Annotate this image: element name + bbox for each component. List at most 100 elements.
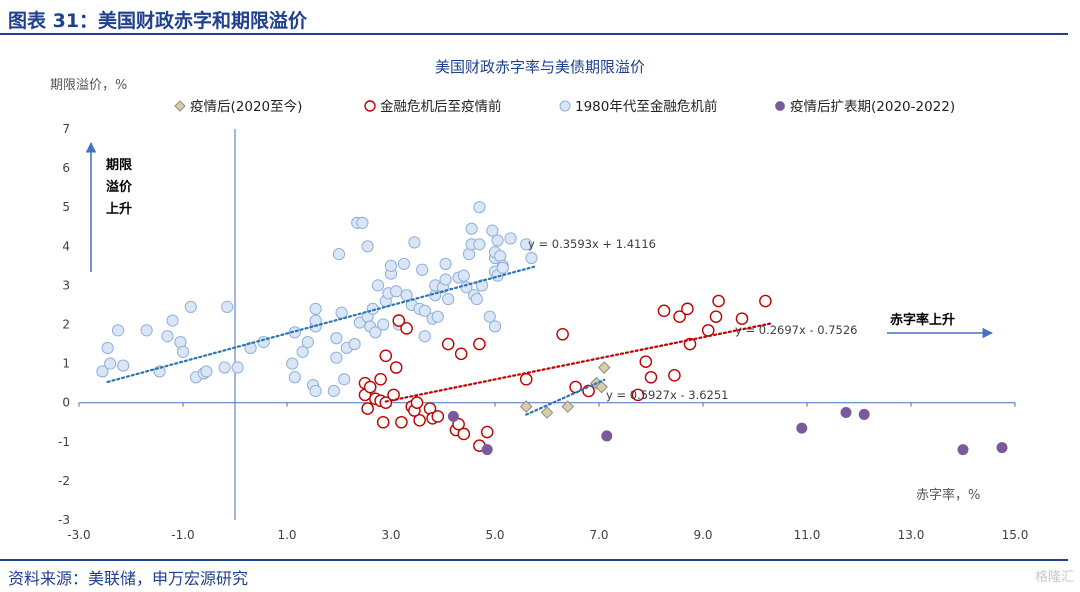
data-point [413, 413, 426, 427]
data-point [140, 324, 153, 337]
data-point [379, 349, 393, 363]
data-point [161, 330, 174, 343]
y-tick-label: 0 [62, 396, 70, 410]
legend-label: 金融危机后至疫情前 [380, 98, 502, 115]
data-point [379, 396, 393, 410]
trendline-equation: y = 0.5927x - 3.6251 [606, 388, 729, 402]
data-point [361, 402, 374, 415]
data-point [400, 322, 413, 335]
annotation-up: 期限 溢价 上升 [85, 141, 133, 272]
data-point [470, 292, 483, 306]
data-point [431, 310, 444, 323]
legend-label: 疫情后(2020至今) [190, 99, 302, 115]
watermark: 格隆汇 [1034, 570, 1074, 585]
data-point [601, 430, 613, 442]
y-tick-label: 5 [62, 200, 70, 214]
data-point [218, 361, 231, 374]
data-point [644, 370, 658, 384]
data-point [840, 406, 852, 418]
data-point [957, 444, 969, 456]
data-point [483, 310, 496, 323]
footer-rule [0, 559, 1068, 561]
data-point [309, 384, 322, 398]
header-title: 图表 31：美国财政赤字和期限溢价 [8, 10, 308, 32]
data-point [996, 442, 1008, 454]
x-tick-label: 11.0 [794, 528, 821, 542]
data-point [366, 302, 379, 315]
data-point [338, 373, 351, 386]
data-point [504, 232, 517, 245]
data-point [480, 425, 494, 439]
data-point [673, 310, 686, 323]
data-point [390, 285, 403, 298]
data-point [520, 238, 533, 251]
data-point [410, 396, 424, 410]
data-point [465, 222, 478, 235]
legend-marker [559, 100, 571, 112]
data-point [681, 302, 694, 316]
x-tick-label: 1.0 [277, 528, 296, 542]
x-tick-label: 5.0 [485, 528, 504, 542]
data-point [595, 380, 608, 394]
data-point [473, 201, 486, 214]
data-point [363, 380, 377, 394]
data-point [796, 422, 808, 434]
x-axis-label: 赤字率，% [916, 487, 980, 503]
data-point [332, 248, 346, 261]
data-point [361, 240, 374, 253]
source-note: 资料来源：美联储，申万宏源研究 [8, 569, 249, 588]
data-point [473, 238, 486, 251]
trendline-equation: y = 0.3593x + 1.4116 [528, 237, 656, 251]
data-point [657, 304, 671, 318]
y-axis-label: 期限溢价，% [50, 78, 127, 93]
data-point [408, 236, 421, 249]
data-point [496, 261, 509, 274]
data-point [452, 417, 465, 431]
data-point [457, 427, 471, 441]
data-point [348, 337, 361, 351]
trendlines: y = 0.5927x - 3.6251 y = 0.2697x - 0.7526… [106, 237, 858, 416]
data-point [447, 410, 459, 422]
data-point [96, 365, 109, 378]
data-point [735, 312, 749, 325]
chart-title: 美国财政赤字率与美债期限溢价 [435, 58, 645, 76]
data-point [441, 337, 455, 351]
up-label-line-1: 期限 [106, 158, 133, 173]
data-point [221, 300, 234, 314]
legend-marker [364, 100, 376, 112]
axes [79, 129, 1015, 520]
trendline [106, 265, 536, 384]
data-point [439, 257, 452, 270]
y-tick-label: -3 [58, 513, 70, 527]
trendline-equation: y = 0.2697x - 0.7526 [735, 323, 858, 337]
data-point [184, 300, 197, 314]
trendline [525, 378, 606, 416]
data-point [330, 332, 343, 345]
legend-label: 1980年代至金融危机前 [575, 98, 717, 115]
y-tick-label: 6 [62, 161, 70, 175]
data-point [286, 357, 299, 370]
right-label: 赤字率上升 [890, 312, 955, 328]
data-point [231, 361, 244, 374]
data-point [327, 384, 340, 398]
data-point [418, 330, 431, 343]
data-point [374, 372, 387, 386]
data-point [356, 216, 369, 229]
data-point [491, 234, 504, 247]
x-tick-label: -1.0 [171, 528, 194, 542]
data-point [481, 444, 493, 456]
data-point [639, 355, 653, 368]
y-tick-label: 7 [62, 122, 70, 136]
y-tick-label: -2 [58, 474, 70, 488]
data-point [556, 327, 569, 341]
up-label-line-3: 上升 [106, 201, 132, 217]
data-point [371, 279, 385, 292]
data-point [540, 406, 554, 419]
data-point [473, 337, 486, 351]
data-point [519, 400, 533, 413]
trendline [384, 322, 772, 403]
data-point [457, 269, 470, 282]
header-rule [0, 33, 1068, 35]
legend: 疫情后(2020至今) 金融危机后至疫情前 1980年代至金融危机前 疫情后扩表期(2… [174, 98, 955, 115]
x-tick-label: 9.0 [693, 528, 712, 542]
